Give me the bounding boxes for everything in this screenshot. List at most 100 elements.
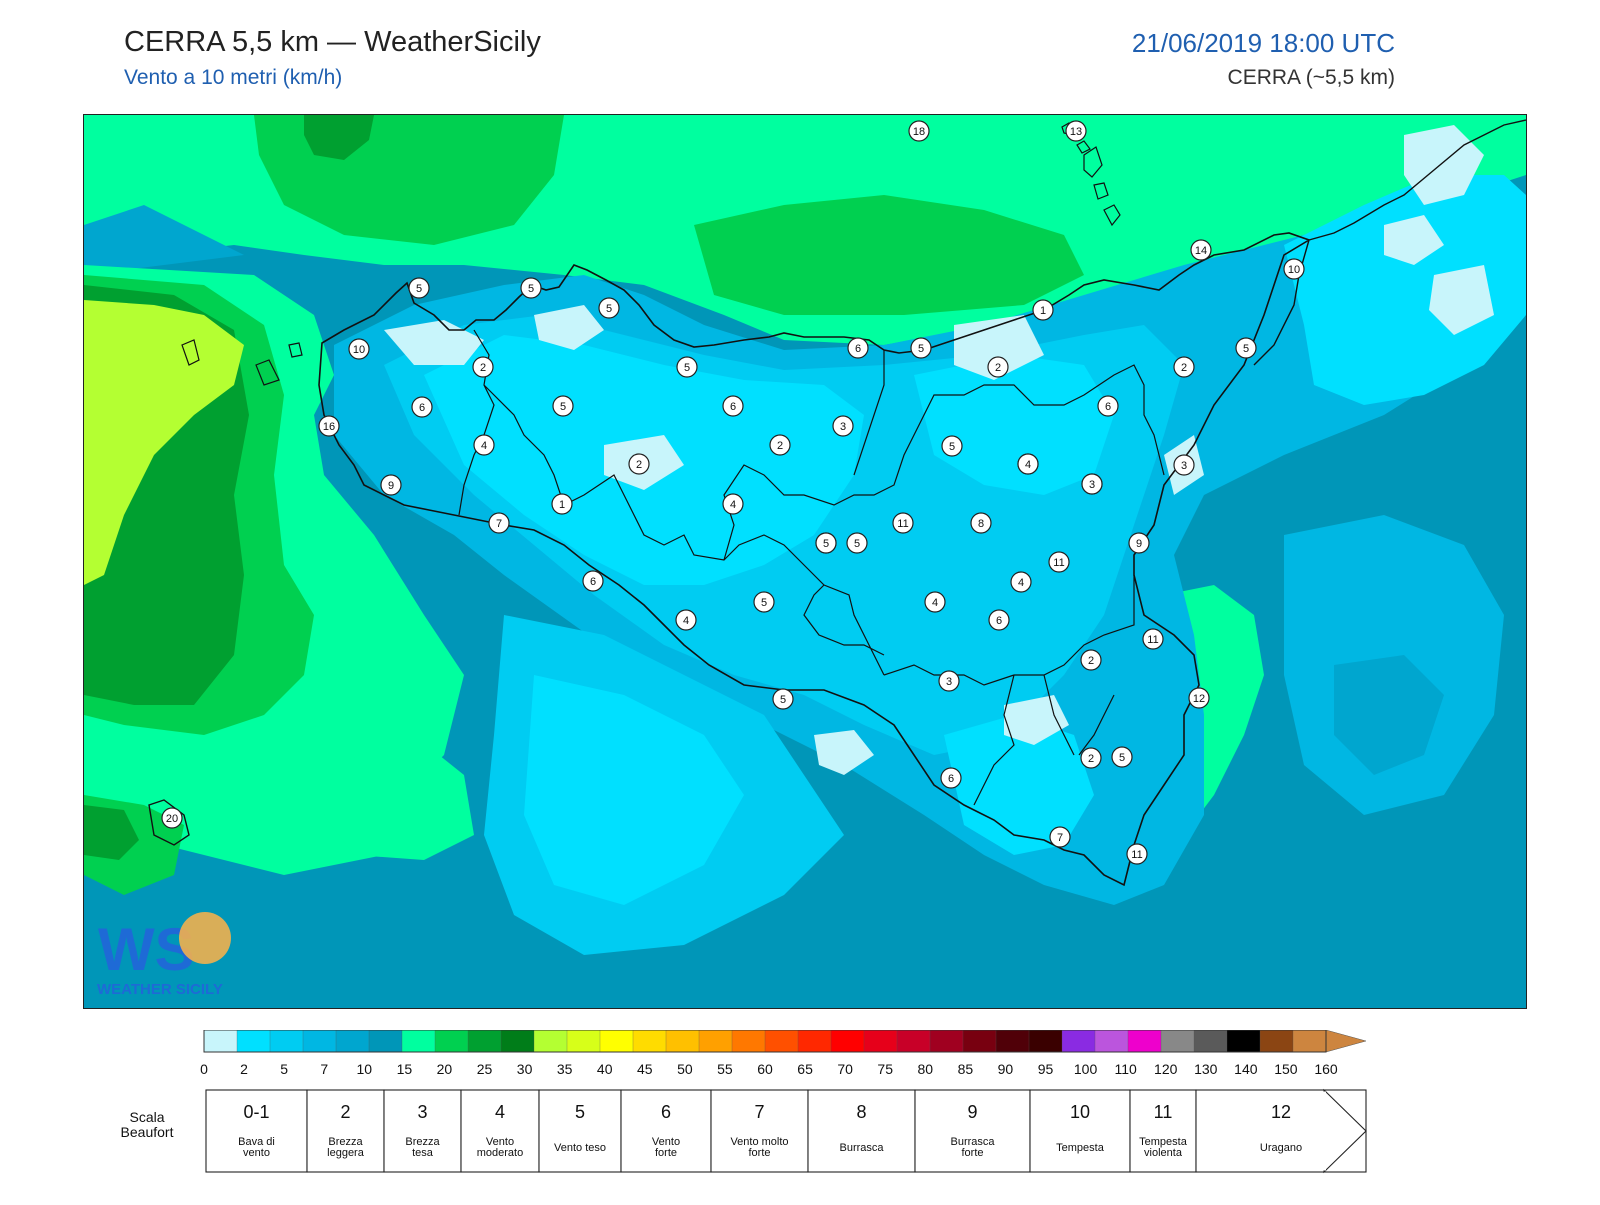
- station-value: 5: [780, 694, 786, 706]
- station-value: 4: [1025, 459, 1031, 471]
- beaufort-description: moderato: [477, 1147, 523, 1159]
- field-west-lime: [84, 300, 244, 585]
- station-marker: 20: [161, 807, 183, 829]
- beaufort-number: 4: [495, 1102, 505, 1122]
- station-marker: 5: [676, 356, 698, 378]
- field-south-mint: [324, 735, 474, 860]
- station-marker: 6: [582, 570, 604, 592]
- station-value: 6: [948, 773, 954, 785]
- colorbar-swatch: [434, 1029, 469, 1053]
- beaufort-description: Brezza: [328, 1136, 363, 1148]
- station-marker: 13: [1065, 120, 1087, 142]
- station-marker: 5: [408, 277, 430, 299]
- station-marker: 4: [675, 609, 697, 631]
- station-marker: 11: [1142, 628, 1164, 650]
- map-title: CERRA 5,5 km — WeatherSicily: [124, 26, 541, 58]
- station-marker: 1: [1032, 299, 1054, 321]
- station-value: 6: [855, 343, 861, 355]
- station-marker: 14: [1190, 239, 1212, 261]
- colorbar-swatch: [632, 1029, 667, 1053]
- station-value: 10: [353, 344, 365, 356]
- station-marker: 12: [1188, 687, 1210, 709]
- colorbar-swatch: [203, 1029, 238, 1053]
- beaufort-number: 9: [967, 1102, 977, 1122]
- station-value: 11: [1053, 557, 1064, 569]
- field-sicily-bright-2: [914, 355, 1114, 495]
- station-value: 5: [1243, 343, 1249, 355]
- station-value: 9: [388, 480, 394, 492]
- beaufort-description: Tempesta: [1056, 1142, 1105, 1154]
- field-south-sea-bright: [524, 675, 744, 905]
- colorbar-tick-label: 160: [1314, 1061, 1338, 1077]
- beaufort-number: 11: [1154, 1102, 1173, 1122]
- station-value: 18: [913, 126, 925, 138]
- colorbar-swatch: [1028, 1029, 1063, 1053]
- field-calm-9: [1384, 215, 1444, 265]
- wind-map: [83, 114, 1527, 1009]
- colorbar-tick-label: 95: [1038, 1061, 1054, 1077]
- colorbar-swatch: [302, 1029, 337, 1053]
- sun-icon: [179, 912, 231, 964]
- colorbar-tick-label: 50: [677, 1061, 693, 1077]
- station-value: 5: [560, 401, 566, 413]
- station-value: 14: [1195, 245, 1207, 257]
- beaufort-cell: 5 Vento teso: [538, 1089, 622, 1173]
- station-marker: 2: [472, 356, 494, 378]
- station-marker: 2: [987, 356, 1009, 378]
- station-value: 4: [1018, 577, 1024, 589]
- station-value: 2: [777, 440, 783, 452]
- station-value: 12: [1193, 693, 1205, 705]
- beaufort-description: Vento teso: [554, 1142, 606, 1154]
- station-value: 2: [995, 362, 1001, 374]
- station-marker: 6: [722, 395, 744, 417]
- field-northeast-bright: [1284, 175, 1526, 405]
- colorbar-swatch: [896, 1029, 931, 1053]
- colorbar-tick-label: 40: [597, 1061, 613, 1077]
- station-marker: 5: [1235, 337, 1257, 359]
- colorbar-tick-label: 45: [637, 1061, 653, 1077]
- station-value: 16: [323, 421, 335, 433]
- beaufort-description: Burrasca: [839, 1142, 884, 1154]
- station-value: 5: [918, 343, 924, 355]
- colorbar-swatch: [368, 1029, 403, 1053]
- colorbar-swatch: [731, 1029, 766, 1053]
- colorbar-tick-label: 2: [240, 1061, 248, 1077]
- colorbar-tick-label: 60: [757, 1061, 773, 1077]
- colorbar-tick-label: 10: [356, 1061, 372, 1077]
- station-value: 4: [730, 499, 736, 511]
- station-marker: 3: [832, 415, 854, 437]
- station-marker: 5: [1111, 746, 1133, 768]
- station-marker: 4: [473, 434, 495, 456]
- station-marker: 10: [1283, 258, 1305, 280]
- station-value: 6: [730, 401, 736, 413]
- station-marker: 4: [924, 591, 946, 613]
- field-calm-7: [814, 730, 874, 775]
- colorbar-tick-label: 150: [1274, 1061, 1298, 1077]
- station-value: 5: [684, 362, 690, 374]
- colorbar: [203, 1029, 1367, 1053]
- wind-map-svg: [84, 115, 1526, 1008]
- station-value: 13: [1070, 126, 1082, 138]
- station-value: 5: [949, 441, 955, 453]
- egadi-islands: [181, 339, 303, 386]
- station-marker: 5: [772, 688, 794, 710]
- logo-text: WEATHER SICILY: [97, 981, 223, 997]
- station-value: 5: [761, 597, 767, 609]
- station-marker: 6: [940, 767, 962, 789]
- colorbar-swatch: [830, 1029, 865, 1053]
- beaufort-scale-label: Scala Beaufort: [120, 1109, 174, 1140]
- colorbar-swatch: [566, 1029, 601, 1053]
- colorbar-tick-label: 5: [280, 1061, 288, 1077]
- beaufort-number: 8: [856, 1102, 866, 1122]
- beaufort-description: forte: [655, 1147, 677, 1159]
- colorbar-tick-label: 110: [1114, 1061, 1137, 1077]
- station-marker: 6: [1097, 395, 1119, 417]
- station-marker: 6: [847, 337, 869, 359]
- station-value: 11: [1131, 849, 1142, 861]
- station-marker: 10: [348, 338, 370, 360]
- beaufort-number: 3: [417, 1102, 427, 1122]
